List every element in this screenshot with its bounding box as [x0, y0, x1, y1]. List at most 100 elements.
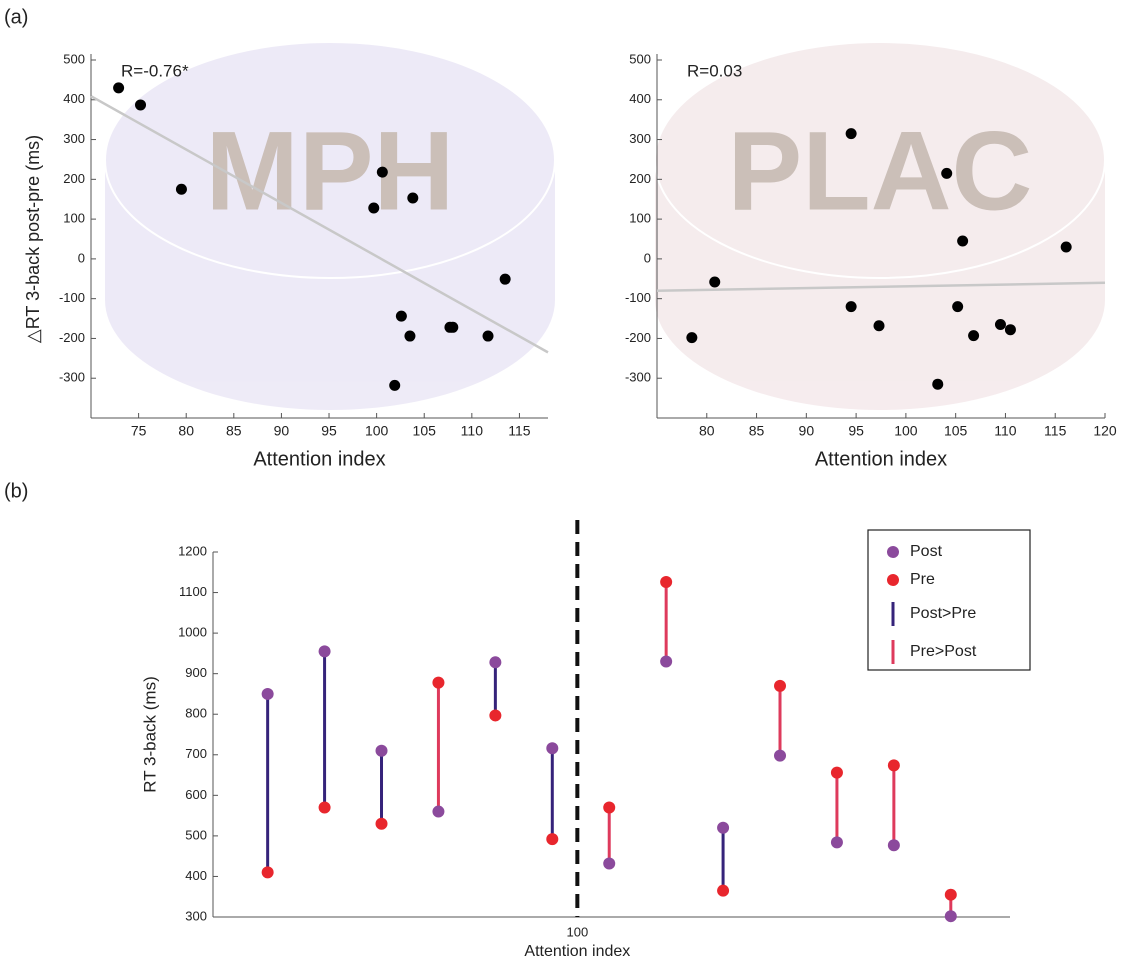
- y-tick-label: -300: [59, 370, 85, 385]
- y-tick-label: 500: [63, 51, 85, 66]
- y-tick-label: -100: [59, 290, 85, 305]
- point: [1060, 241, 1072, 253]
- y-tick-label: -200: [625, 330, 651, 345]
- point: [432, 676, 445, 689]
- y-tick-label: 1200: [178, 543, 207, 558]
- legend: Post Pre Post>Pre Pre>Post: [867, 529, 1031, 671]
- x-tick-label: 85: [749, 423, 765, 439]
- point: [407, 192, 419, 204]
- point: [395, 310, 407, 322]
- point: [376, 166, 388, 178]
- point: [994, 319, 1006, 331]
- point: [135, 99, 147, 111]
- point: [389, 379, 401, 391]
- x-tick-label: 115: [508, 423, 531, 439]
- point: [873, 320, 885, 332]
- legend-marker: [887, 546, 899, 558]
- legend-label: Pre>Post: [910, 643, 977, 660]
- x-tick-label: 105: [944, 423, 968, 439]
- x-tick-label: 110: [461, 423, 484, 439]
- point: [830, 766, 843, 779]
- y-tick-label: 200: [629, 171, 651, 186]
- point: [603, 801, 616, 814]
- x-axis-label: Attention index: [524, 943, 630, 960]
- point: [175, 183, 187, 195]
- point: [686, 332, 698, 344]
- point: [709, 276, 721, 288]
- point: [941, 167, 953, 179]
- point: [944, 888, 957, 901]
- x-tick-label: 110: [994, 423, 1017, 439]
- y-tick-label: -200: [59, 330, 85, 345]
- x-tick-label: 85: [226, 423, 242, 439]
- point: [318, 801, 331, 814]
- point: [717, 884, 730, 897]
- fit-line: [90, 95, 549, 354]
- y-axis-label: RT 3-back (ms): [140, 676, 159, 793]
- point: [482, 330, 494, 342]
- annotation: R=-0.76*: [121, 61, 189, 80]
- x-tick-label: 80: [178, 423, 194, 439]
- point: [499, 273, 511, 285]
- y-tick-label: 1100: [179, 584, 207, 599]
- point: [447, 321, 459, 333]
- point: [944, 910, 957, 923]
- y-tick-label: 0: [644, 250, 651, 265]
- point: [546, 833, 559, 846]
- y-tick-label: 300: [629, 131, 651, 146]
- watermark: PLAC: [728, 109, 1033, 234]
- x-tick-label: 100: [365, 423, 389, 439]
- point: [261, 866, 274, 879]
- point: [489, 709, 502, 722]
- legend-label: Post>Pre: [910, 605, 976, 622]
- x-tick-label: 95: [848, 423, 864, 439]
- x-tick-label: 100: [566, 924, 588, 939]
- backdrop: [104, 41, 556, 410]
- x-tick-label: 95: [321, 423, 337, 439]
- point: [660, 576, 673, 589]
- y-tick-label: 500: [185, 827, 207, 842]
- point: [489, 656, 502, 669]
- x-tick-label: 90: [799, 423, 815, 439]
- backdrop: [654, 41, 1106, 410]
- x-tick-label: 120: [1093, 423, 1117, 439]
- y-tick-label: 400: [63, 91, 85, 106]
- backdrop-top: [654, 41, 1106, 279]
- x-tick-label: 90: [274, 423, 290, 439]
- legend-label: Pre: [910, 571, 935, 588]
- y-tick-label: 400: [185, 868, 207, 883]
- y-tick-label: 0: [78, 250, 85, 265]
- y-axis-label: △RT 3-back post-pre (ms): [23, 135, 43, 343]
- point: [261, 687, 274, 700]
- point: [113, 82, 125, 94]
- x-axis-label: Attention index: [815, 448, 947, 470]
- point: [952, 301, 964, 313]
- x-tick-label: 115: [1044, 423, 1067, 439]
- point: [404, 330, 416, 342]
- point: [432, 805, 445, 818]
- point: [887, 759, 900, 772]
- panel-label: (b): [4, 480, 28, 502]
- y-tick-label: 1000: [178, 625, 207, 640]
- point: [774, 749, 787, 762]
- y-tick-label: 400: [629, 91, 651, 106]
- point: [774, 679, 787, 692]
- point: [845, 128, 857, 140]
- y-tick-label: 700: [185, 746, 207, 761]
- y-tick-label: 800: [185, 706, 207, 721]
- point: [887, 839, 900, 852]
- point: [957, 235, 969, 247]
- x-tick-label: 100: [894, 423, 918, 439]
- y-tick-label: 300: [63, 131, 85, 146]
- x-tick-label: 80: [699, 423, 715, 439]
- y-tick-label: 500: [629, 51, 651, 66]
- backdrop-top: [104, 41, 556, 279]
- point: [660, 655, 673, 668]
- panel-label: (a): [4, 6, 28, 28]
- legend-marker: [887, 574, 899, 586]
- annotation: R=0.03: [687, 61, 742, 80]
- point: [830, 836, 843, 849]
- y-tick-label: 600: [185, 787, 207, 802]
- x-tick-label: 105: [413, 423, 437, 439]
